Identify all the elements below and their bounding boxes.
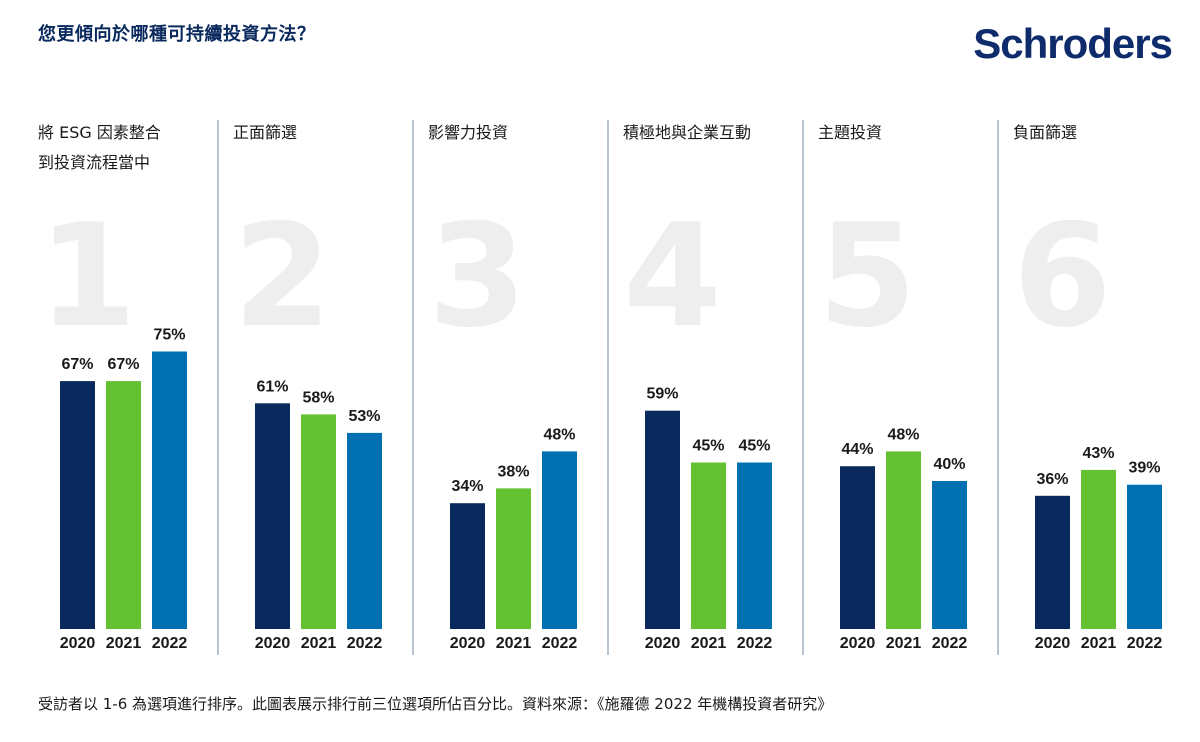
data-label: 59% [646,386,678,403]
chart-title: 您更傾向於哪種可持續投資方法？ [38,24,316,45]
category-label: 積極地與企業互動 [623,123,751,142]
bar-2022 [932,481,967,629]
data-label: 67% [107,356,139,373]
rank-number: 4 [623,194,722,359]
category-label: 影響力投資 [428,123,508,142]
rank-number: 3 [428,194,527,359]
x-tick-label: 2022 [1127,635,1163,652]
data-label: 39% [1128,460,1160,477]
rank-number: 2 [233,194,332,359]
data-label: 48% [543,426,575,443]
data-label: 67% [61,356,93,373]
x-tick-label: 2022 [542,635,578,652]
x-tick-label: 2022 [932,635,968,652]
bar-2020 [645,410,680,629]
x-tick-label: 2020 [255,635,291,652]
data-label: 38% [497,463,529,480]
bar-2020 [840,466,875,629]
schroders-logo: Schroders [973,20,1173,67]
data-label: 61% [256,378,288,395]
rank-number: 5 [818,194,917,359]
category-label: 到投資流程當中 [38,153,150,172]
category-label: 負面篩選 [1013,123,1077,142]
x-tick-label: 2021 [886,635,922,652]
x-tick-label: 2021 [691,635,727,652]
bar-2022 [737,462,772,629]
category-label: 正面篩選 [233,123,297,142]
data-label: 34% [451,478,483,495]
data-label: 44% [841,441,873,458]
x-tick-label: 2021 [1081,635,1117,652]
data-label: 43% [1082,445,1114,462]
bar-2022 [347,432,382,629]
bar-2021 [1081,469,1116,629]
bar-2021 [496,488,531,629]
rank-number: 6 [1013,194,1112,359]
data-label: 75% [153,327,185,344]
bar-2022 [152,351,187,629]
bar-2022 [1127,484,1162,629]
data-label: 36% [1036,471,1068,488]
footnote: 受訪者以 1-6 為選項進行排序。此圖表展示排行前三位選項所佔百分比。資料來源：… [38,695,833,713]
rank-number: 1 [38,194,137,359]
bar-2020 [450,503,485,629]
x-tick-label: 2020 [450,635,486,652]
x-tick-label: 2020 [1035,635,1071,652]
x-tick-label: 2021 [496,635,532,652]
data-label: 48% [887,426,919,443]
data-label: 45% [738,438,770,455]
data-label: 45% [692,438,724,455]
x-tick-label: 2022 [152,635,188,652]
x-tick-label: 2021 [301,635,337,652]
x-tick-label: 2020 [645,635,681,652]
x-tick-label: 2020 [60,635,96,652]
x-tick-label: 2020 [840,635,876,652]
bar-2020 [255,403,290,629]
category-label: 將 ESG 因素整合 [38,123,161,142]
x-tick-label: 2021 [106,635,142,652]
bar-2020 [60,381,95,629]
bar-2021 [301,414,336,629]
data-label: 53% [348,408,380,425]
bar-2021 [691,462,726,629]
x-tick-label: 2022 [737,635,773,652]
x-tick-label: 2022 [347,635,383,652]
bar-2020 [1035,495,1070,629]
category-label: 主題投資 [818,123,882,142]
data-label: 40% [933,456,965,473]
bar-2021 [106,381,141,629]
bar-2022 [542,451,577,629]
bar-2021 [886,451,921,629]
data-label: 58% [302,389,334,406]
